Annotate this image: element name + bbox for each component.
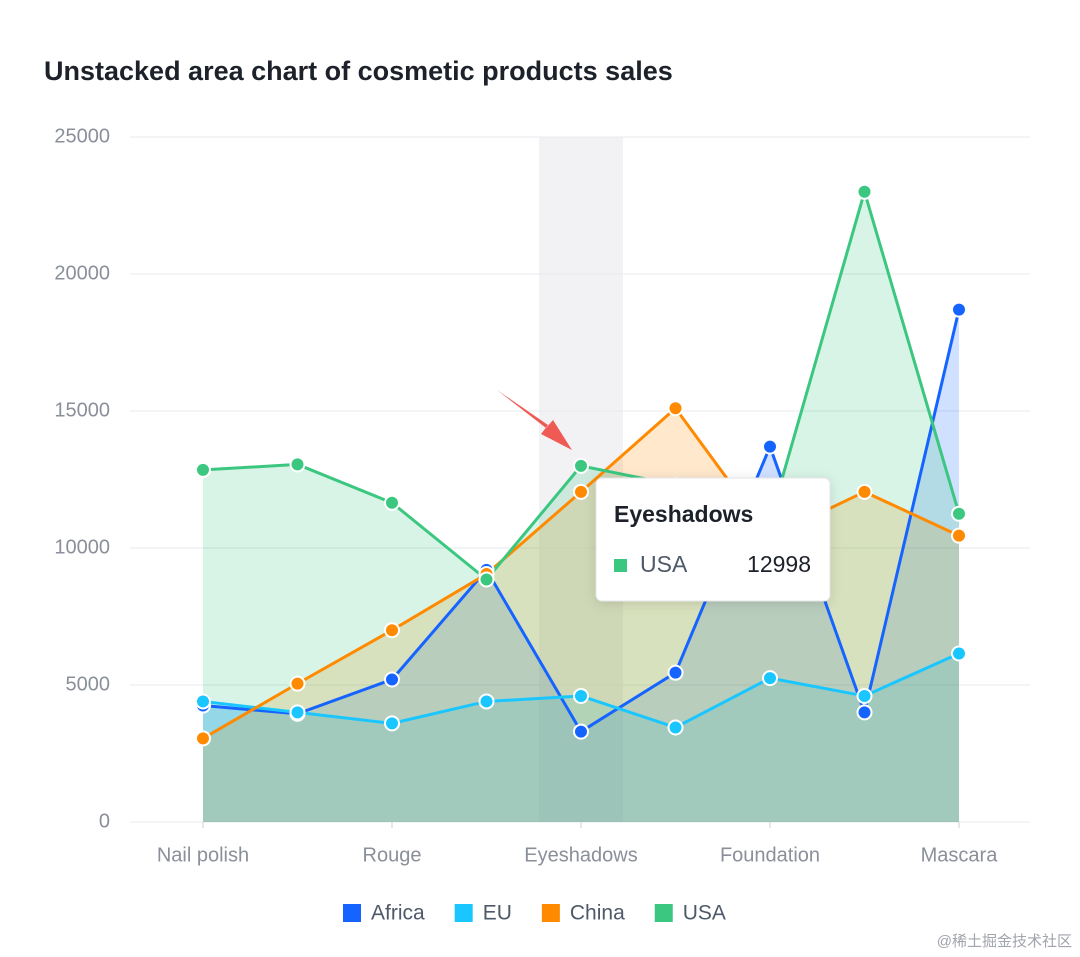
watermark: @稀土掘金技术社区 (937, 933, 1072, 950)
y-tick-label: 20000 (54, 262, 110, 284)
point (195, 693, 211, 710)
area (203, 191, 959, 823)
point (856, 483, 873, 500)
legend-swatch (654, 904, 673, 922)
x-tick-label: Nail polish (157, 844, 249, 866)
tooltip-title: Eyeshadows (614, 501, 753, 527)
point (289, 456, 306, 473)
point (573, 457, 589, 474)
point (573, 687, 589, 704)
y-tick-label: 5000 (66, 673, 111, 695)
x-tick-label: Foundation (720, 844, 820, 866)
y-tick-label: 15000 (54, 399, 110, 421)
point (573, 723, 589, 740)
point (951, 527, 967, 544)
point (667, 719, 684, 736)
tooltip-swatch (614, 559, 627, 572)
legend-swatch (343, 904, 361, 922)
point (856, 183, 873, 200)
point (289, 675, 306, 692)
x-tick-label: Mascara (921, 844, 999, 866)
point (195, 461, 211, 478)
legend-label: Africa (371, 902, 425, 925)
point (951, 301, 967, 318)
point (195, 730, 211, 747)
point (384, 671, 400, 688)
point (478, 693, 495, 710)
point (384, 622, 400, 639)
point (573, 483, 589, 500)
chart-title: Unstacked area chart of cosmetic product… (44, 56, 673, 86)
point (384, 715, 400, 732)
tooltip-series: USA (640, 551, 688, 577)
point (762, 438, 778, 455)
x-tick-label: Eyeshadows (524, 844, 637, 866)
tooltip-value: 12998 (747, 551, 811, 577)
y-tick-label: 25000 (54, 125, 110, 147)
point (667, 664, 684, 681)
y-tick-label: 0 (99, 810, 110, 832)
point (856, 687, 873, 704)
point (762, 670, 778, 687)
legend-label: USA (683, 902, 726, 925)
point (856, 704, 873, 721)
legend-swatch (454, 904, 473, 922)
tooltip-box (595, 477, 831, 602)
point (478, 571, 495, 588)
legend-label: EU (483, 902, 512, 925)
point (951, 645, 967, 662)
point (667, 400, 684, 417)
point (951, 505, 967, 522)
arrow (497, 390, 572, 450)
legend-label: China (570, 902, 625, 925)
legend-swatch (541, 904, 560, 922)
point (384, 494, 400, 511)
point (289, 704, 306, 721)
y-tick-label: 10000 (54, 536, 110, 558)
area (203, 309, 959, 822)
x-tick-label: Rouge (363, 844, 422, 866)
